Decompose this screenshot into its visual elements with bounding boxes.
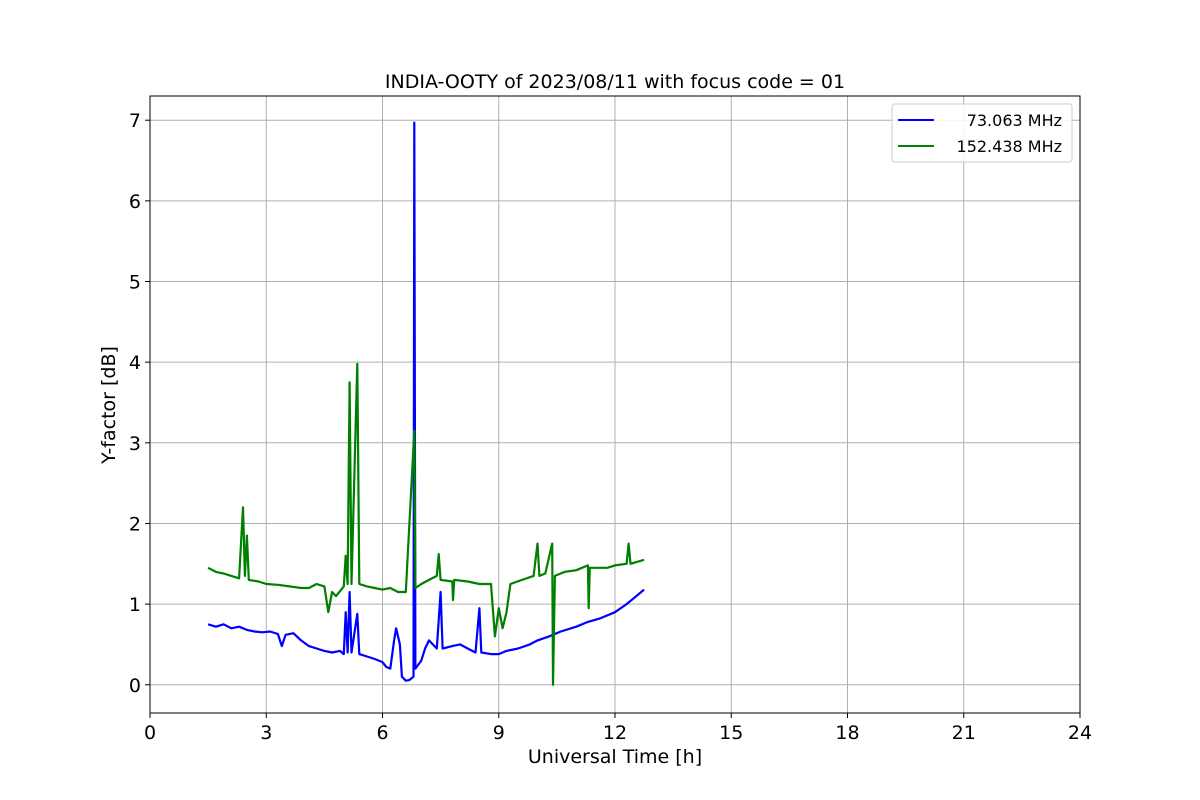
- y-tick-label: 6: [129, 191, 141, 213]
- x-tick-label: 9: [493, 722, 505, 744]
- legend: 73.063 MHz 152.438 MHz: [891, 103, 1073, 163]
- x-tick-label: 21: [952, 722, 976, 744]
- x-axis-label: Universal Time [h]: [528, 746, 702, 768]
- x-tick-label: 12: [603, 722, 627, 744]
- x-tick-label: 15: [719, 722, 743, 744]
- series-line-1: [207, 362, 645, 686]
- y-tick-label: 1: [129, 594, 141, 616]
- series-layer: [207, 121, 645, 686]
- y-tick-label: 3: [129, 433, 141, 455]
- x-tick-label: 0: [144, 722, 156, 744]
- legend-entries: 73.063 MHz 152.438 MHz: [898, 111, 1062, 156]
- y-axis-label: Y-factor [dB]: [98, 346, 120, 465]
- x-tick-label: 6: [376, 722, 388, 744]
- x-tick-label: 24: [1068, 722, 1092, 744]
- y-tick-label: 2: [129, 513, 141, 535]
- grid-layer: [149, 96, 1081, 713]
- legend-box: [891, 103, 1073, 163]
- legend-label-1: 152.438 MHz: [957, 137, 1062, 156]
- y-tick-label: 5: [129, 272, 141, 294]
- x-tick-label: 3: [260, 722, 272, 744]
- legend-label-0: 73.063 MHz: [967, 111, 1062, 130]
- series-line-0: [207, 121, 645, 682]
- y-tick-label: 7: [129, 110, 141, 132]
- y-tick-label: 4: [129, 352, 141, 374]
- y-tick-label: 0: [129, 675, 141, 697]
- x-tick-label: 18: [835, 722, 859, 744]
- chart-title: INDIA-OOTY of 2023/08/11 with focus code…: [385, 71, 845, 93]
